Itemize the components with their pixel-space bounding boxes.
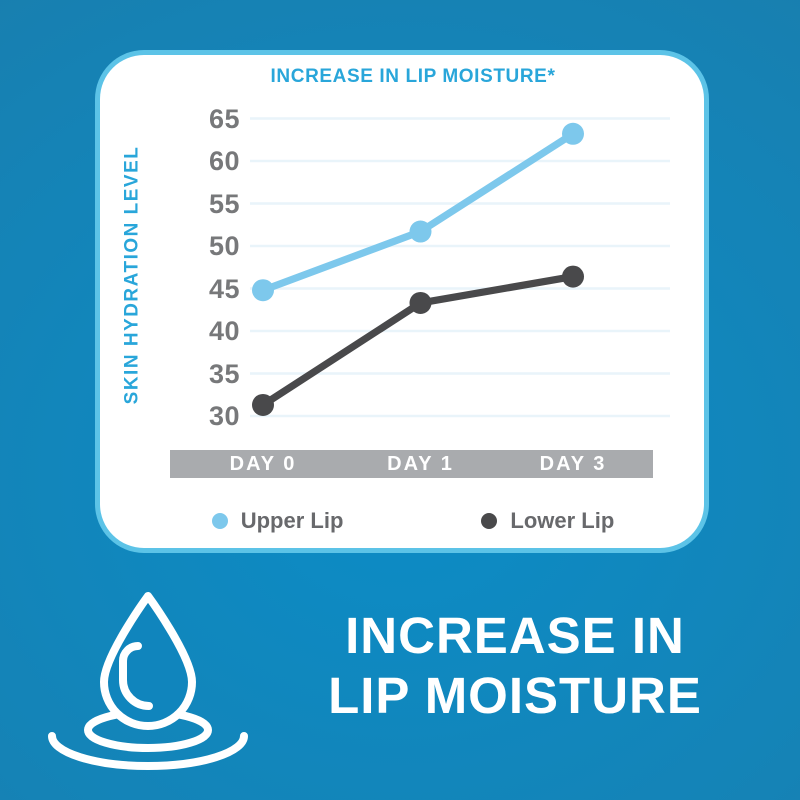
plot-svg: [250, 117, 670, 418]
legend-label: Upper Lip: [240, 508, 344, 533]
banner-line2: LIP MOISTURE: [328, 667, 702, 724]
legend-dot-icon: [211, 513, 228, 529]
x-axis-label: DAY 3: [539, 453, 607, 475]
ripple-outer-arc: [48, 732, 248, 770]
x-axis-label: DAY 1: [387, 453, 454, 475]
legend-item: Lower Lip: [481, 508, 614, 534]
legend-item: Upper Lip: [211, 508, 344, 534]
chart-card: INCREASE IN LIP MOISTURE* SKIN HYDRATION…: [100, 55, 704, 548]
legend-label: Lower Lip: [510, 508, 615, 533]
water-drop-icon: [48, 592, 248, 770]
data-point: [252, 393, 274, 416]
data-point: [562, 122, 584, 145]
y-tick-label: 45: [208, 273, 240, 304]
data-point: [409, 291, 432, 314]
y-tick-label: 40: [208, 316, 240, 346]
chart-title: INCREASE IN LIP MOISTURE*: [270, 66, 556, 87]
y-tick-label: 35: [208, 358, 240, 389]
x-axis-label: DAY 0: [229, 453, 297, 475]
x-axis-band: DAY 0 DAY 1 DAY 3: [170, 450, 653, 478]
y-tick-label: 60: [208, 146, 240, 176]
y-tick-label: 50: [208, 231, 240, 261]
data-point: [409, 220, 432, 243]
y-tick-label: 30: [208, 401, 240, 431]
legend-dot-icon: [481, 513, 498, 529]
series-line: [259, 130, 577, 294]
banner-line1: INCREASE IN: [345, 607, 685, 664]
data-point: [562, 265, 584, 288]
banner-headline: INCREASE IN LIP MOISTURE: [280, 606, 750, 726]
drop-highlight: [119, 642, 153, 710]
y-tick-label: 65: [208, 103, 240, 134]
y-tick-label: 55: [208, 188, 240, 219]
chart-legend: Upper Lip Lower Lip: [100, 502, 704, 540]
data-point: [252, 279, 274, 302]
